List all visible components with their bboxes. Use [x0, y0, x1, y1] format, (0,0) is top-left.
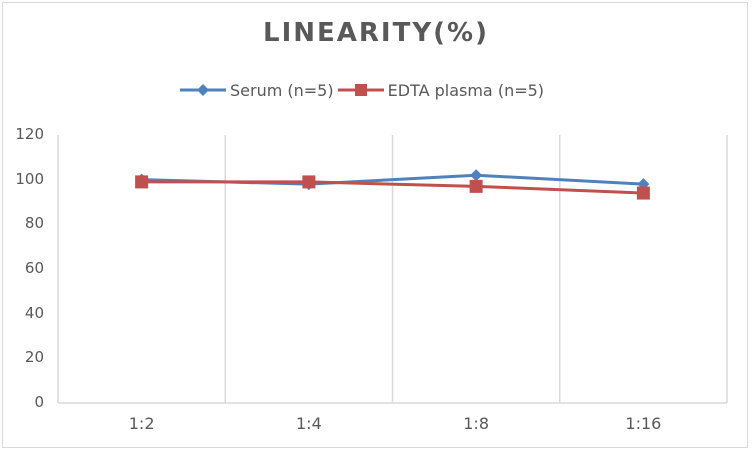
legend-item-serum: Serum (n=5): [180, 80, 334, 100]
series-line: [141, 180, 644, 195]
diamond-marker-icon: [180, 84, 226, 96]
square-marker-icon: [469, 179, 483, 193]
legend-label-serum: Serum (n=5): [230, 80, 334, 100]
square-marker-icon: [302, 175, 316, 189]
y-tick-label: 100: [15, 169, 44, 188]
square-marker-icon: [135, 175, 149, 189]
square-marker-icon: [337, 84, 384, 96]
y-tick-label: 120: [15, 125, 44, 143]
chart-frame: [2, 2, 748, 448]
x-tick-label: 1:8: [463, 414, 489, 433]
y-tick-label: 20: [24, 348, 44, 367]
legend: Serum (n=5) EDTA plasma (n=5): [180, 78, 548, 102]
x-tick-label: 1:2: [128, 414, 155, 433]
y-tick-label: 40: [24, 303, 44, 322]
y-tick-label: 80: [24, 214, 44, 233]
y-tick-label: 60: [24, 259, 44, 277]
x-tick-label: 1:4: [296, 414, 322, 433]
diamond-marker-icon: [470, 169, 483, 182]
legend-item-edta: EDTA plasma (n=5): [337, 80, 545, 100]
legend-label-edta: EDTA plasma (n=5): [387, 80, 545, 100]
square-marker-icon: [636, 186, 650, 200]
x-tick-label: 1:16: [625, 414, 662, 433]
chart-title: LINEARITY(%): [263, 18, 489, 48]
y-tick-label: 0: [34, 393, 44, 411]
